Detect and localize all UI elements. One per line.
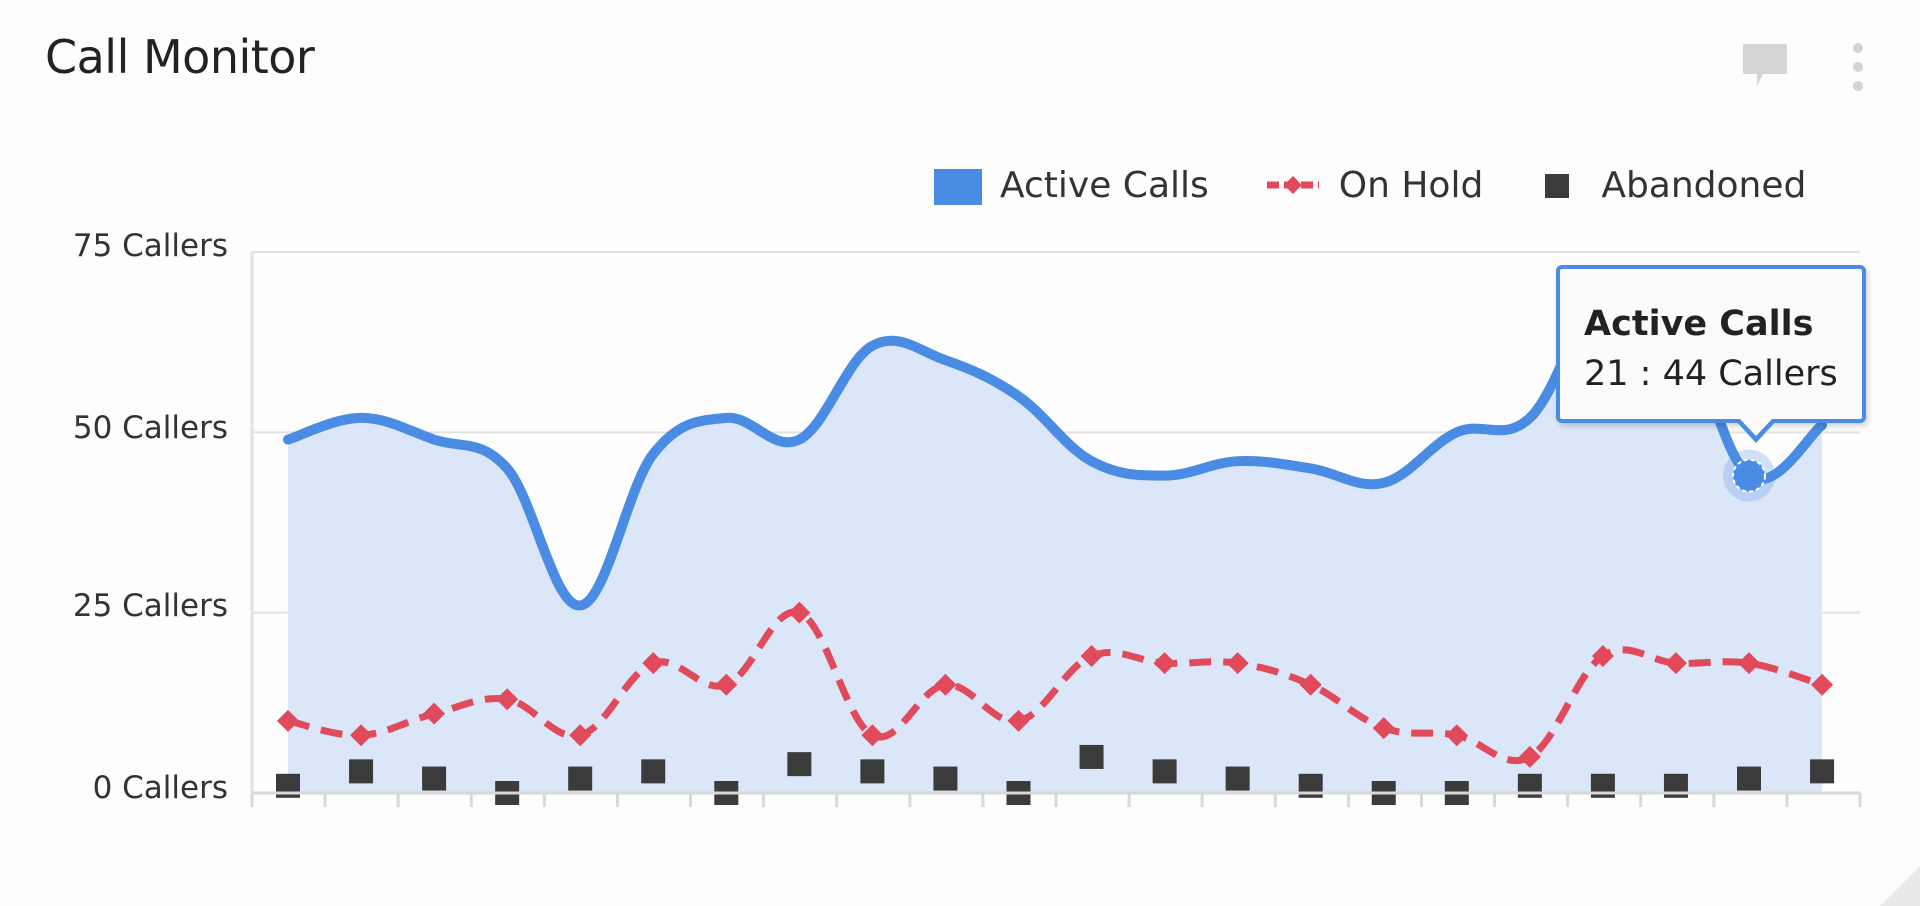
active-calls-area [288,285,1823,793]
y-axis-label-75: 75 Callers [72,228,228,264]
x-axis [250,791,1862,807]
legend-label: On Hold [1338,164,1484,206]
legend-label: Active Calls [1000,164,1209,206]
tooltip-arrow-inner [1739,418,1773,436]
on-hold-markers [277,601,1834,768]
diamond-line-swatch-icon [1266,176,1319,194]
tooltip-series-name: Active Calls [1584,304,1814,344]
comment-icon[interactable] [1741,42,1789,92]
tooltip-value: 21 : 44 Callers [1584,354,1838,394]
chart-tooltip: Active Calls 21 : 44 Callers [1556,265,1866,423]
legend-item-abandoned[interactable]: Abandoned [1539,165,1806,206]
hover-point-marker [1723,449,1775,502]
legend-label: Abandoned [1601,164,1807,206]
more-vertical-icon[interactable] [1846,40,1870,96]
square-marker-swatch-icon [1545,174,1570,198]
y-axis-label-50: 50 Callers [72,410,228,446]
chart-legend: Active Calls On Hold Abandoned [930,160,1806,210]
legend-item-on-hold[interactable]: On Hold [1265,164,1484,206]
y-axis-label-25: 25 Callers [72,588,228,624]
square-swatch-icon [934,169,982,205]
resize-handle[interactable] [1880,866,1920,906]
legend-item-active-calls[interactable]: Active Calls [930,165,1209,206]
y-axis-label-0: 0 Callers [92,770,228,806]
widget-title: Call Monitor [45,30,315,84]
